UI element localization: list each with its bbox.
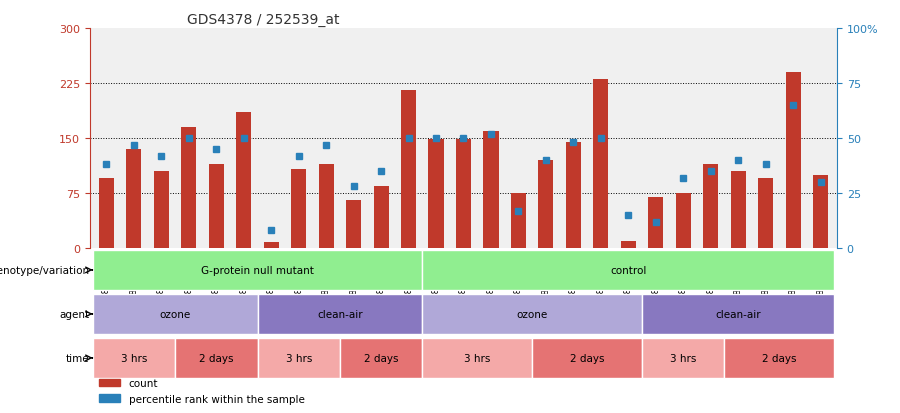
Bar [401, 91, 416, 248]
Text: clean-air: clean-air [317, 309, 363, 319]
Bar [511, 193, 526, 248]
Text: 3 hrs: 3 hrs [670, 353, 697, 363]
Bar [154, 171, 169, 248]
Text: ozone: ozone [517, 309, 548, 319]
Text: 3 hrs: 3 hrs [285, 353, 312, 363]
Text: 3 hrs: 3 hrs [464, 353, 491, 363]
Bar [786, 73, 801, 248]
Bar [374, 186, 389, 248]
Bar [593, 80, 608, 248]
FancyBboxPatch shape [724, 338, 834, 378]
Bar [99, 179, 114, 248]
FancyBboxPatch shape [93, 294, 257, 334]
Bar [292, 169, 306, 248]
FancyBboxPatch shape [422, 294, 642, 334]
Text: control: control [610, 265, 646, 275]
FancyBboxPatch shape [257, 338, 340, 378]
FancyBboxPatch shape [532, 338, 642, 378]
FancyBboxPatch shape [422, 338, 532, 378]
Bar [483, 131, 499, 248]
Bar [264, 242, 279, 248]
Text: GDS4378 / 252539_at: GDS4378 / 252539_at [187, 12, 339, 26]
Bar [731, 171, 746, 248]
Text: genotype/variation: genotype/variation [0, 265, 89, 275]
FancyBboxPatch shape [257, 294, 422, 334]
Bar [621, 241, 635, 248]
Bar [181, 128, 196, 248]
Text: ozone: ozone [159, 309, 191, 319]
Text: agent: agent [59, 309, 89, 319]
Bar [456, 140, 471, 248]
Text: 2 days: 2 days [570, 353, 604, 363]
Text: 2 days: 2 days [364, 353, 399, 363]
Bar [236, 113, 251, 248]
Text: 3 hrs: 3 hrs [121, 353, 147, 363]
Text: time: time [66, 353, 89, 363]
Bar [319, 164, 334, 248]
Bar [209, 164, 224, 248]
Bar [648, 197, 663, 248]
Legend: count, percentile rank within the sample: count, percentile rank within the sample [95, 374, 309, 408]
Bar [126, 150, 141, 248]
FancyBboxPatch shape [642, 294, 834, 334]
Bar [676, 193, 691, 248]
Text: 2 days: 2 days [762, 353, 796, 363]
Bar [813, 175, 828, 248]
Bar [703, 164, 718, 248]
FancyBboxPatch shape [642, 338, 724, 378]
Text: G-protein null mutant: G-protein null mutant [201, 265, 314, 275]
FancyBboxPatch shape [93, 338, 176, 378]
Bar [538, 161, 554, 248]
FancyBboxPatch shape [93, 251, 422, 290]
FancyBboxPatch shape [340, 338, 422, 378]
Bar [566, 142, 580, 248]
Bar [428, 140, 444, 248]
Text: 2 days: 2 days [199, 353, 234, 363]
Bar [758, 179, 773, 248]
FancyBboxPatch shape [176, 338, 257, 378]
Bar [346, 201, 361, 248]
Text: clean-air: clean-air [716, 309, 760, 319]
FancyBboxPatch shape [422, 251, 834, 290]
